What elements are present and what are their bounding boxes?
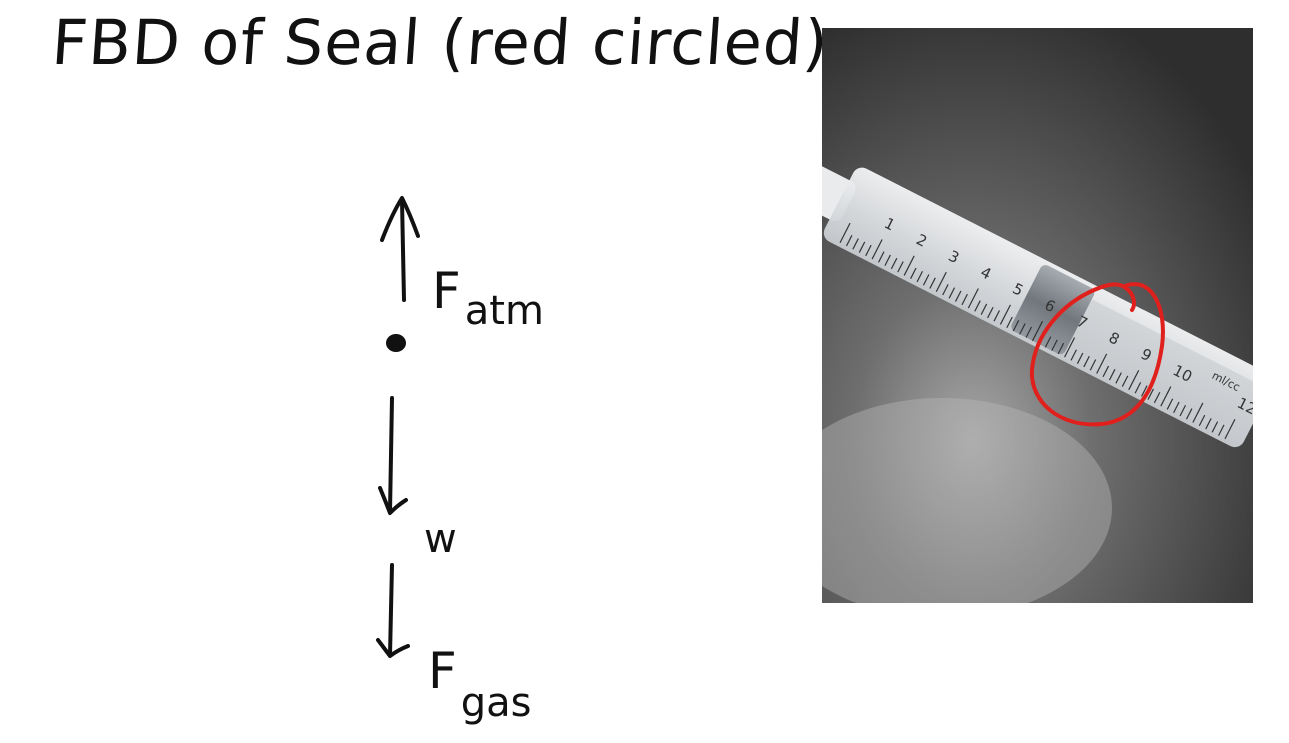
body-point [386, 334, 406, 352]
scale-tick [1134, 382, 1142, 394]
scale-tick [1083, 355, 1090, 368]
scale-tick [961, 293, 968, 306]
scale-tick [1218, 424, 1225, 436]
scale-tick [1096, 353, 1108, 374]
scale-tick [884, 254, 891, 266]
scale-tick [1089, 359, 1097, 371]
scale-tick [942, 284, 949, 296]
scale-tick [948, 287, 956, 299]
scale-tick [916, 270, 924, 283]
scale-tick [1192, 402, 1204, 423]
arrow-f-gas [376, 563, 410, 658]
scale-tick [1025, 326, 1033, 338]
scale-tick [1153, 391, 1161, 404]
scale-tick [1006, 316, 1013, 328]
scale-tick [845, 235, 853, 247]
free-body-diagram [376, 196, 420, 658]
scale-tick [1224, 418, 1236, 440]
red-circle [1029, 282, 1165, 427]
scale-tick [1128, 369, 1140, 391]
scale-tick [1108, 369, 1116, 381]
scale-tick [1019, 323, 1026, 335]
scale-tick [897, 261, 904, 273]
scale-tick [967, 288, 979, 309]
scale-tick [987, 306, 994, 319]
scale-tick [1064, 337, 1076, 358]
scale-tick [878, 251, 885, 263]
label-f-gas: Fgas [428, 642, 532, 726]
scale-tick [871, 239, 883, 260]
scale-tick [1166, 398, 1174, 410]
scale-tick [852, 238, 859, 250]
scale-tick [1141, 385, 1148, 397]
scale-tick [1102, 365, 1110, 378]
scale-tick [865, 244, 872, 257]
scale-tick [999, 304, 1011, 325]
scale-tick [910, 267, 917, 279]
scale-tick [954, 290, 962, 302]
scale-tick [1115, 372, 1122, 384]
label-w: w [424, 516, 457, 562]
scale-tick [1012, 320, 1020, 332]
scale-tick [1076, 352, 1084, 364]
scale-tick [1057, 342, 1065, 355]
scale-tick [1205, 418, 1212, 430]
scale-tick [922, 274, 930, 286]
scale-tick [1179, 405, 1187, 417]
scale-tick [974, 300, 981, 312]
scale-tick [929, 277, 936, 289]
scale-tick [980, 303, 988, 315]
arrow-w [378, 396, 408, 515]
scale-tick [1147, 388, 1154, 400]
plunger-seal [1011, 265, 1095, 355]
scale-tick [1185, 408, 1193, 420]
scale-tick [935, 271, 947, 293]
scale-tick [1198, 414, 1206, 427]
scale-tick [890, 257, 898, 270]
scale-tick [1044, 336, 1052, 348]
scale-tick [1070, 349, 1077, 361]
arrow-f-atm [380, 196, 420, 302]
scale-tick [839, 222, 851, 244]
scale-tick [903, 255, 915, 276]
scale-tick [1211, 421, 1219, 433]
scale-tick [1031, 320, 1044, 342]
scale-tick [993, 310, 1000, 322]
scale-tick [1173, 401, 1180, 413]
scale-tick [858, 241, 866, 253]
scale-tick [1051, 339, 1058, 351]
scale-tick [1121, 375, 1129, 387]
scale-tick [1160, 386, 1172, 407]
